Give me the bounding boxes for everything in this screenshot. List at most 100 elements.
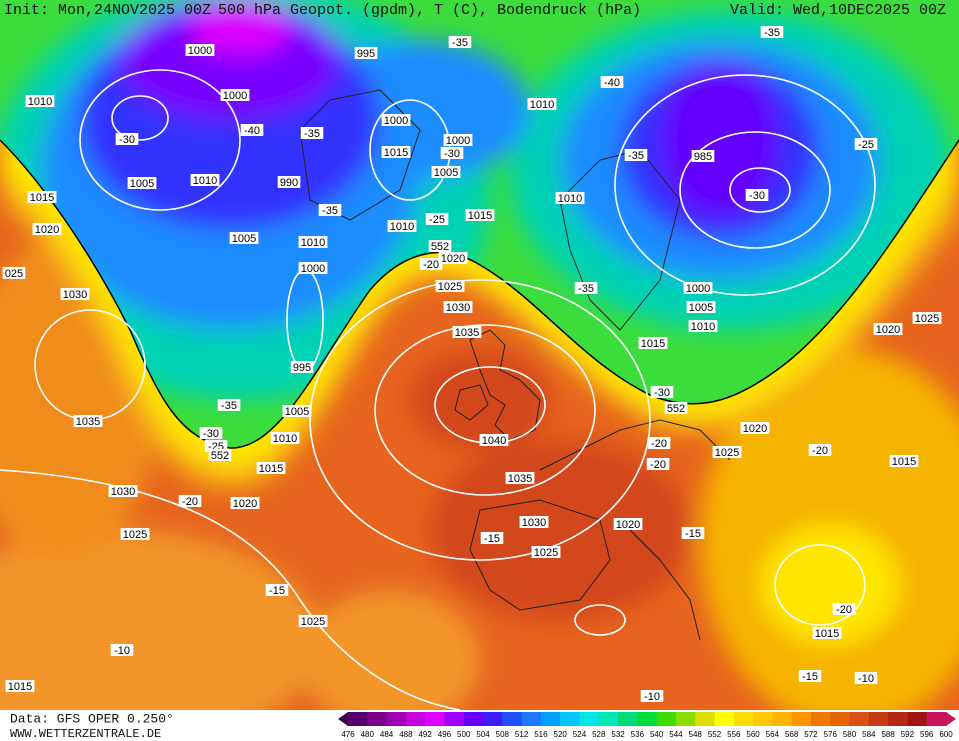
label-box [431, 166, 461, 178]
contour-label: 1015 [384, 147, 408, 159]
label-box [681, 527, 705, 539]
init-time: Init: Mon,24NOV2025 00Z [4, 2, 211, 19]
label-box [479, 434, 509, 446]
label-box [208, 449, 232, 461]
label-box [185, 44, 215, 56]
label-box [300, 127, 324, 139]
label-box [912, 312, 942, 324]
label-box [240, 124, 264, 136]
colorbar-end [338, 712, 348, 726]
contour-label: 1005 [130, 178, 154, 190]
label-box [419, 258, 443, 270]
contour-label: 985 [694, 151, 712, 163]
contour-label: 1020 [743, 423, 767, 435]
label-box [387, 220, 417, 232]
contour-label: -30 [119, 134, 135, 146]
colorbar-cell [444, 712, 465, 726]
colorbar-label: 556 [727, 730, 741, 739]
label-box [298, 236, 328, 248]
colorbar-cell [502, 712, 523, 726]
label-box [230, 497, 260, 509]
colorbar-cell [463, 712, 484, 726]
label-box [613, 518, 643, 530]
contour-label: -10 [858, 673, 874, 685]
colorbar-cell [695, 712, 716, 726]
contour-label: 1000 [686, 283, 710, 295]
contour-552 [0, 139, 959, 449]
contour-label: 1005 [232, 233, 256, 245]
label-box [298, 615, 328, 627]
colorbar-label: 568 [785, 730, 799, 739]
label-box [108, 485, 138, 497]
contour-label: 1005 [285, 406, 309, 418]
contour-label: 1015 [468, 210, 492, 222]
label-box [32, 223, 62, 235]
valid-time: Valid: Wed,10DEC2025 00Z [730, 2, 946, 19]
contour-label: -15 [484, 533, 500, 545]
colorbar-label: 572 [804, 730, 818, 739]
contour-label: 1040 [482, 435, 506, 447]
contour-label: 1020 [616, 519, 640, 531]
label-box [624, 149, 648, 161]
label-box [760, 26, 784, 38]
contour-label: 1000 [223, 90, 247, 102]
label-box [381, 146, 411, 158]
contour-label: 1025 [715, 447, 739, 459]
colorbar-label: 480 [361, 730, 375, 739]
colorbar-cell [540, 712, 561, 726]
contour-label: 552 [667, 403, 685, 415]
colorbar-label: 600 [939, 730, 953, 739]
label-box [691, 150, 715, 162]
label-box [854, 672, 878, 684]
contour-label: -20 [812, 445, 828, 457]
label-box [381, 114, 411, 126]
contour-label: 1010 [273, 433, 297, 445]
colorbar-label: 584 [862, 730, 876, 739]
colorbar-label: 548 [689, 730, 703, 739]
label-box [647, 437, 671, 449]
label-box [873, 323, 903, 335]
colorbar-cell [483, 712, 503, 726]
colorbar-cell [598, 712, 619, 726]
colorbar-label: 536 [631, 730, 645, 739]
contour-label: 025 [5, 268, 23, 280]
colorbar-label: 540 [650, 730, 664, 739]
colorbar-label: 496 [438, 730, 452, 739]
label-box [298, 262, 328, 274]
colorbar-cell [849, 712, 870, 726]
label-box [448, 36, 472, 48]
contour-label: -40 [244, 125, 260, 137]
contour-label: 1005 [434, 167, 458, 179]
label-box [73, 415, 103, 427]
colorbar-cell [830, 712, 851, 726]
label-box [428, 240, 452, 252]
label-box [60, 288, 90, 300]
contour-label: 1035 [508, 473, 532, 485]
label-box [127, 177, 157, 189]
label-box [527, 98, 557, 110]
colorbar-label: 544 [669, 730, 683, 739]
map-title: 500 hPa Geopot. (gpdm), T (C), Bodendruc… [218, 2, 641, 19]
contour-label: 1010 [558, 193, 582, 205]
label-box [798, 670, 822, 682]
label-box [282, 405, 312, 417]
contour-label: 552 [211, 450, 229, 462]
label-box [220, 89, 250, 101]
colorbar-label: 492 [418, 730, 432, 739]
label-box [425, 213, 449, 225]
label-box [438, 252, 468, 264]
label-box [688, 320, 718, 332]
colorbar-cell [405, 712, 426, 726]
contour-label: 1010 [390, 221, 414, 233]
colorbar-cell [791, 712, 812, 726]
contour-label: 1020 [35, 224, 59, 236]
label-box [217, 399, 241, 411]
site: WWW.WETTERZENTRALE.DE [10, 727, 161, 741]
contour-label: 1030 [522, 517, 546, 529]
contour-label: 552 [431, 241, 449, 253]
colorbar-label: 564 [766, 730, 780, 739]
label-box [452, 326, 482, 338]
colorbar-label: 484 [380, 730, 394, 739]
label-box [435, 280, 465, 292]
